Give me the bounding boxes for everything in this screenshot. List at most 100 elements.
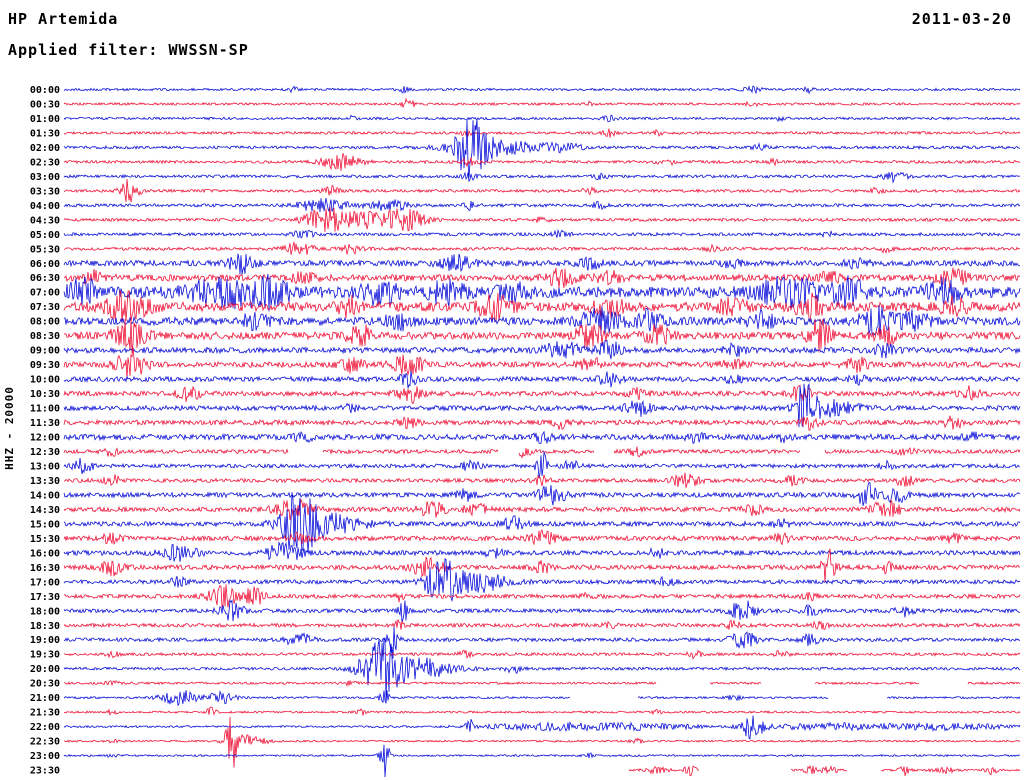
- time-label-15:00: 15:00: [30, 519, 60, 530]
- trace-16:30: [63, 548, 1021, 583]
- trace-12:30: [63, 446, 1021, 459]
- channel-scale-label: HHZ - 20000: [3, 386, 16, 470]
- record-date: 2011-03-20: [911, 10, 1012, 28]
- time-label-23:00: 23:00: [30, 751, 60, 762]
- time-label-13:00: 13:00: [30, 462, 60, 473]
- trace-18:00: [63, 599, 1020, 623]
- trace-18:30: [63, 619, 1021, 631]
- trace-15:00: [63, 492, 1021, 553]
- trace-20:30: [63, 680, 1021, 687]
- trace-12:00: [63, 430, 1021, 444]
- trace-group: 00:00 00:30 01:00 01:30 02:00 02:30 03:00 03:30…: [30, 85, 1021, 778]
- trace-11:30: [63, 415, 1021, 431]
- time-label-00:30: 00:30: [30, 100, 60, 111]
- time-label-23:30: 23:30: [30, 766, 60, 777]
- time-label-19:30: 19:30: [30, 650, 60, 661]
- trace-07:00: [63, 273, 1021, 312]
- trace-21:00: [63, 690, 1021, 707]
- trace-19:00: [63, 626, 1021, 659]
- time-label-20:00: 20:00: [30, 664, 60, 675]
- trace-23:00: [63, 744, 1021, 778]
- trace-17:00: [63, 558, 1021, 603]
- time-label-07:30: 07:30: [30, 302, 60, 313]
- time-label-10:30: 10:30: [30, 389, 60, 400]
- time-label-04:30: 04:30: [30, 215, 60, 226]
- trace-14:30: [63, 498, 1021, 521]
- trace-07:30: [63, 289, 1021, 324]
- time-label-18:00: 18:00: [30, 606, 60, 617]
- trace-10:00: [63, 370, 1021, 389]
- time-label-01:00: 01:00: [30, 114, 60, 125]
- time-label-22:30: 22:30: [30, 737, 60, 748]
- trace-15:30: [63, 529, 1021, 546]
- time-label-09:00: 09:00: [30, 346, 60, 357]
- time-label-20:30: 20:30: [30, 679, 60, 690]
- time-label-17:30: 17:30: [30, 592, 60, 603]
- time-label-18:30: 18:30: [30, 621, 60, 632]
- trace-05:30: [63, 241, 1021, 256]
- time-label-03:30: 03:30: [30, 186, 60, 197]
- trace-04:00: [63, 198, 1021, 213]
- time-label-07:00: 07:00: [30, 288, 60, 299]
- trace-01:30: [63, 128, 1021, 138]
- time-label-13:30: 13:30: [30, 476, 60, 487]
- trace-21:30: [63, 706, 1021, 717]
- trace-23:30: [628, 765, 1021, 777]
- time-label-11:00: 11:00: [30, 404, 60, 415]
- trace-14:00: [63, 481, 1021, 506]
- trace-06:30: [63, 267, 1021, 289]
- time-label-15:30: 15:30: [30, 534, 60, 545]
- time-label-12:30: 12:30: [30, 447, 60, 458]
- time-label-19:00: 19:00: [30, 635, 60, 646]
- trace-00:30: [63, 97, 1021, 108]
- trace-09:30: [63, 347, 1021, 380]
- trace-03:30: [63, 178, 1021, 203]
- time-label-16:00: 16:00: [30, 548, 60, 559]
- time-label-12:00: 12:00: [30, 433, 60, 444]
- time-label-09:30: 09:30: [30, 360, 60, 371]
- time-label-21:30: 21:30: [30, 708, 60, 719]
- time-label-17:00: 17:00: [30, 577, 60, 588]
- trace-04:30: [63, 206, 1021, 232]
- trace-22:00: [63, 715, 1021, 740]
- time-label-16:30: 16:30: [30, 563, 60, 574]
- trace-19:30: [63, 649, 1021, 660]
- time-label-22:00: 22:00: [30, 722, 60, 733]
- trace-03:00: [63, 171, 1021, 184]
- time-label-11:30: 11:30: [30, 418, 60, 429]
- time-label-21:00: 21:00: [30, 693, 60, 704]
- trace-05:00: [63, 228, 1021, 239]
- trace-16:00: [63, 540, 1021, 562]
- time-label-02:00: 02:00: [30, 143, 60, 154]
- time-label-06:30: 06:30: [30, 273, 60, 284]
- time-label-06:00: 06:00: [30, 259, 60, 270]
- time-label-04:00: 04:00: [30, 201, 60, 212]
- trace-02:30: [63, 153, 1021, 171]
- trace-06:00: [63, 253, 1021, 275]
- trace-09:00: [63, 339, 1021, 360]
- time-label-08:00: 08:00: [30, 317, 60, 328]
- time-label-14:30: 14:30: [30, 505, 60, 516]
- trace-08:00: [63, 305, 1021, 337]
- trace-00:00: [63, 85, 1021, 95]
- trace-02:00: [63, 118, 1021, 178]
- time-label-03:00: 03:00: [30, 172, 60, 183]
- time-label-00:00: 00:00: [30, 85, 60, 96]
- station-title: HP Artemida: [8, 10, 119, 28]
- time-label-08:30: 08:30: [30, 331, 60, 342]
- time-label-10:00: 10:00: [30, 375, 60, 386]
- time-label-05:30: 05:30: [30, 244, 60, 255]
- applied-filter-label: Applied filter: WWSSN-SP: [8, 41, 249, 59]
- trace-13:00: [63, 450, 1021, 479]
- time-label-02:30: 02:30: [30, 157, 60, 168]
- trace-08:30: [63, 318, 1021, 354]
- trace-13:30: [64, 472, 1021, 488]
- trace-01:00: [63, 114, 1021, 123]
- trace-10:30: [63, 384, 1021, 405]
- time-label-14:00: 14:00: [30, 490, 60, 501]
- time-label-01:30: 01:30: [30, 128, 60, 139]
- trace-22:30: [63, 716, 1021, 768]
- time-label-05:00: 05:00: [30, 230, 60, 241]
- trace-11:00: [63, 383, 1021, 428]
